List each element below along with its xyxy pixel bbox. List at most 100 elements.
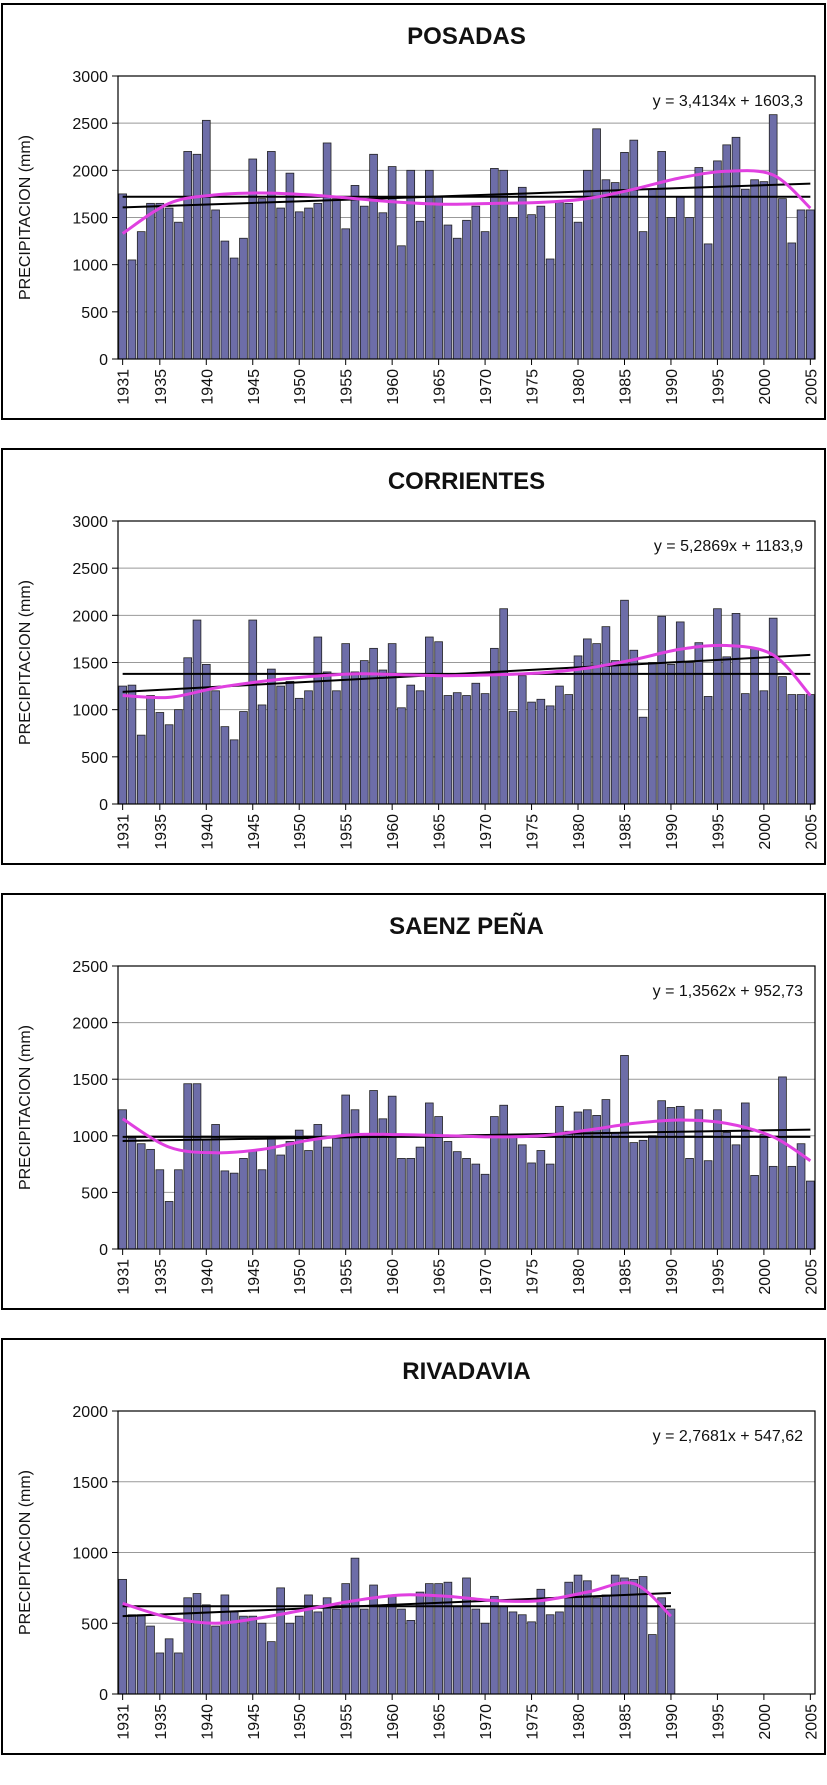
trend-line xyxy=(122,182,811,209)
x-tick-label: 1975 xyxy=(525,369,542,405)
x-tick-label: 2000 xyxy=(757,1704,774,1740)
y-tick-label: 1000 xyxy=(72,703,108,720)
bar xyxy=(480,231,490,360)
chart-title: SAENZ PEÑA xyxy=(389,912,544,940)
bar xyxy=(341,228,350,360)
bar xyxy=(406,684,416,805)
x-tick-label: 1931 xyxy=(116,1704,133,1740)
bar xyxy=(685,1158,694,1250)
bar xyxy=(508,1135,518,1250)
bar xyxy=(285,1141,295,1250)
bar xyxy=(517,186,527,360)
bar xyxy=(583,638,592,805)
bar xyxy=(759,181,769,360)
x-tick-label: 1935 xyxy=(153,1704,170,1740)
bar xyxy=(155,1169,165,1250)
y-tick-label: 2500 xyxy=(72,116,108,133)
x-tick-label: 1975 xyxy=(525,1259,542,1295)
bar xyxy=(415,220,425,360)
x-tick-label: 1965 xyxy=(432,369,449,405)
bar xyxy=(573,655,583,805)
bar xyxy=(183,151,193,360)
x-tick-label: 1940 xyxy=(199,369,216,405)
x-tick-label: 1950 xyxy=(292,369,309,405)
y-tick-label: 1000 xyxy=(72,258,108,275)
y-tick-label: 1500 xyxy=(72,211,108,228)
x-tick-label: 1945 xyxy=(246,814,263,850)
bar xyxy=(239,711,248,805)
bar xyxy=(648,1634,657,1695)
bar xyxy=(127,1137,137,1250)
bar xyxy=(155,1652,165,1695)
bar xyxy=(276,1587,285,1695)
y-tick-label: 500 xyxy=(81,750,108,767)
bar xyxy=(527,214,536,360)
bar xyxy=(610,182,620,360)
bar xyxy=(564,694,574,805)
bar xyxy=(703,243,713,360)
bar xyxy=(740,188,750,360)
bar xyxy=(740,693,750,805)
bar xyxy=(610,660,620,805)
bar xyxy=(415,1146,425,1250)
bar xyxy=(350,185,360,360)
bar xyxy=(564,1130,574,1250)
bar xyxy=(434,641,443,805)
bar xyxy=(685,662,694,805)
y-tick-label: 2500 xyxy=(72,561,108,578)
bar xyxy=(620,599,629,805)
bar xyxy=(675,1105,685,1250)
bar xyxy=(648,1135,657,1250)
x-tick-label: 1935 xyxy=(153,369,170,405)
bar xyxy=(517,675,527,805)
bar xyxy=(545,258,555,360)
bar xyxy=(322,1146,332,1250)
trend-equation: y = 2,7681x + 547,62 xyxy=(653,1428,803,1445)
x-tick-label: 1985 xyxy=(617,1259,634,1295)
bar xyxy=(425,169,434,360)
x-tick-label: 1980 xyxy=(571,814,588,850)
bar xyxy=(164,724,174,805)
bar xyxy=(610,1132,620,1250)
bar xyxy=(164,1201,174,1250)
bar xyxy=(452,237,462,360)
y-tick-label: 1500 xyxy=(72,1475,108,1492)
bar xyxy=(778,198,787,360)
bar xyxy=(369,1090,378,1250)
bar xyxy=(564,202,574,360)
bar xyxy=(267,151,276,360)
bar xyxy=(174,1652,183,1695)
bar xyxy=(406,169,416,360)
bar xyxy=(220,240,230,360)
bar xyxy=(229,1611,239,1695)
x-tick-label: 1945 xyxy=(246,1704,263,1740)
bar xyxy=(434,196,443,360)
bar xyxy=(592,1597,601,1695)
bar xyxy=(517,1144,527,1250)
y-tick-label: 2000 xyxy=(72,1404,108,1421)
bar xyxy=(369,153,378,360)
x-tick-label: 1970 xyxy=(478,814,495,850)
x-tick-label: 1960 xyxy=(385,1259,402,1295)
bar xyxy=(648,662,657,805)
bar xyxy=(527,701,536,805)
x-tick-label: 1995 xyxy=(710,1259,727,1295)
bar xyxy=(313,1611,323,1695)
x-tick-label: 1950 xyxy=(292,814,309,850)
x-tick-label: 2005 xyxy=(803,1704,820,1740)
plot-frame xyxy=(117,75,816,360)
bar xyxy=(443,1581,453,1695)
bar xyxy=(620,152,629,360)
bar xyxy=(601,1099,611,1250)
bar xyxy=(257,1169,267,1250)
bar xyxy=(359,660,369,805)
plot-frame xyxy=(117,520,816,805)
bar xyxy=(201,119,211,360)
bar xyxy=(471,1608,481,1695)
bar xyxy=(731,613,741,805)
y-tick-label: 1000 xyxy=(72,1129,108,1146)
bar xyxy=(248,1615,258,1695)
bar xyxy=(146,1625,155,1695)
bar xyxy=(666,1608,676,1695)
bar xyxy=(118,1109,127,1250)
